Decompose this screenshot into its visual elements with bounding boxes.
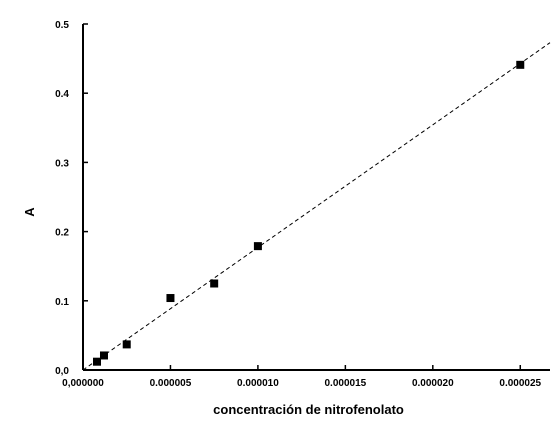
x-tick-label: 0.000020 bbox=[412, 378, 454, 389]
data-points bbox=[92, 60, 525, 366]
x-axis-label: concentración de nitrofenolato bbox=[213, 402, 404, 417]
fit-line bbox=[82, 42, 551, 371]
y-ticks: 0,0 0.1 0.2 0.3 0.4 0.5 bbox=[55, 20, 88, 377]
y-tick-label: 0.5 bbox=[55, 20, 69, 31]
y-tick-label: 0.1 bbox=[55, 297, 69, 308]
data-point bbox=[166, 294, 175, 303]
x-tick-label: 0.000015 bbox=[325, 378, 367, 389]
x-tick-label: 0.000005 bbox=[150, 378, 192, 389]
y-tick-label: 0,0 bbox=[55, 366, 69, 377]
x-tick-label: 0,000000 bbox=[62, 378, 104, 389]
y-tick-label: 0.3 bbox=[55, 158, 69, 169]
y-axis-label: A bbox=[22, 207, 37, 217]
x-tick-label: 0.000010 bbox=[237, 378, 279, 389]
x-tick-label: 0.000025 bbox=[499, 378, 541, 389]
y-tick-label: 0.4 bbox=[55, 89, 69, 100]
data-point bbox=[99, 351, 108, 360]
data-point bbox=[92, 357, 101, 366]
data-point bbox=[122, 340, 131, 349]
data-point bbox=[516, 60, 525, 69]
data-point bbox=[210, 279, 219, 288]
y-tick-label: 0.2 bbox=[55, 228, 69, 239]
data-point bbox=[253, 242, 262, 251]
x-ticks: 0,000000 0.000005 0.000010 0.000015 0.000020… bbox=[62, 365, 542, 389]
